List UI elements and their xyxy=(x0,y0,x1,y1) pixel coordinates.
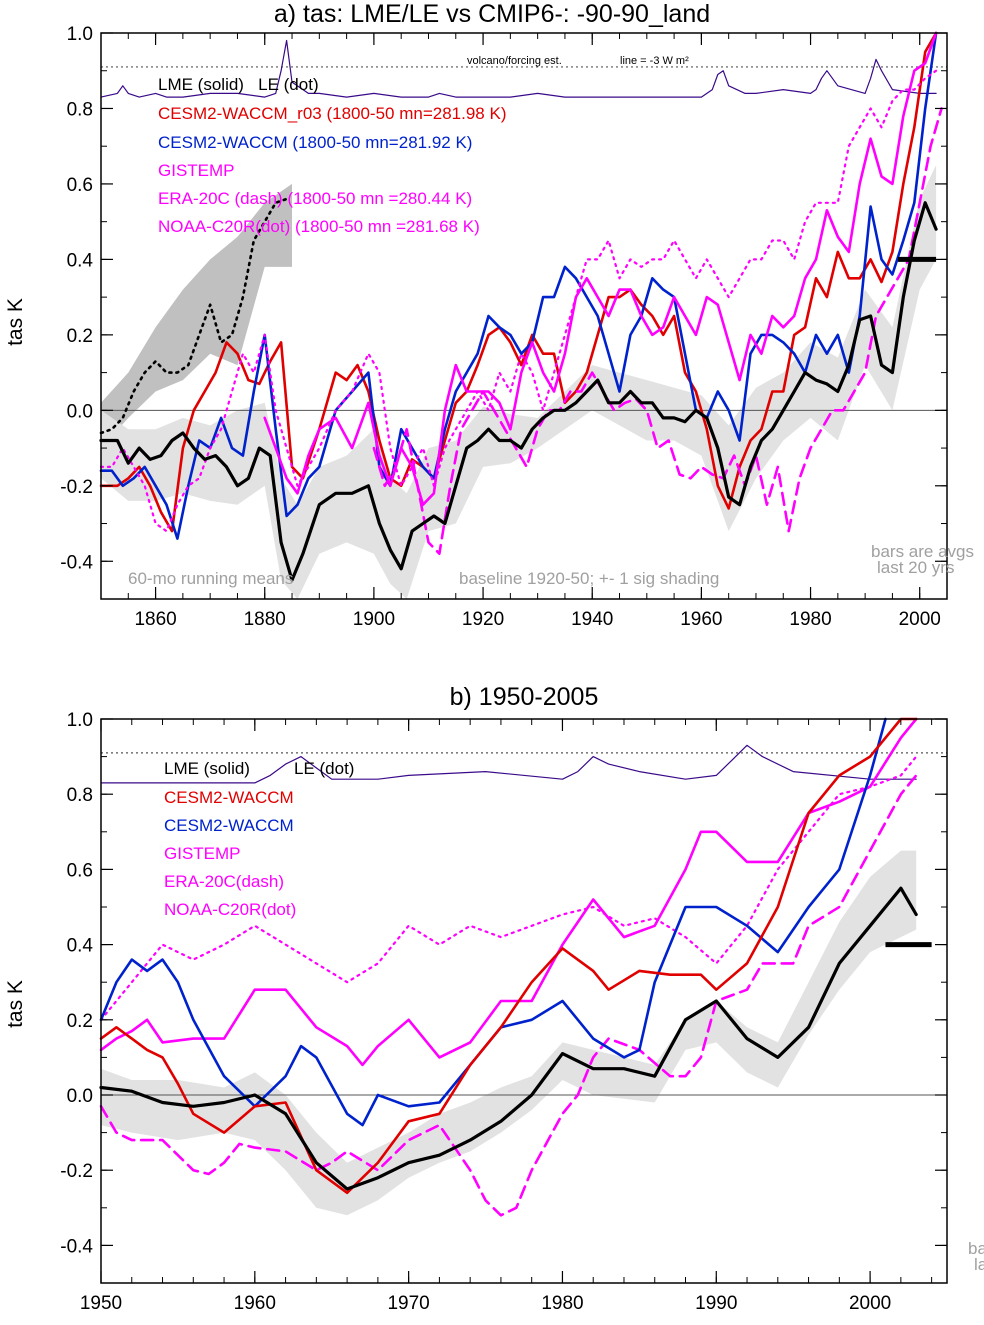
panel-a-series-noaa-c20r-5 xyxy=(99,69,938,533)
panel-a-note-bars-2: last 20 yrs xyxy=(877,558,954,577)
x-tick-label: 1920 xyxy=(462,609,504,630)
panel-b-series-noaa-c20r-4 xyxy=(99,755,918,1021)
y-tick-label: 0.8 xyxy=(67,99,93,120)
y-tick-label: 0.2 xyxy=(67,326,93,347)
panel-b-legend-era20c: ERA-20C(dash) xyxy=(164,872,284,891)
panel-b-note-bars-1: ba xyxy=(968,1239,984,1258)
y-tick-label: 0.4 xyxy=(67,936,94,957)
y-tick-label: -0.2 xyxy=(60,477,93,498)
panel-a-series-lme-solid-11 xyxy=(99,201,938,582)
panel-b-legend-waccm: CESM2-WACCM xyxy=(164,816,294,835)
x-tick-label: 1980 xyxy=(789,609,831,630)
panel-b-legend-waccm-r03: CESM2-WACCM xyxy=(164,788,294,807)
panel-b-series-volcano-forcing-est-0 xyxy=(100,744,917,784)
panel-a-legend-era20c: ERA-20C (dash) (1800-50 mn =280.44 K) xyxy=(158,189,472,208)
x-tick-label: 1960 xyxy=(680,609,722,630)
panel-a-note-running-mean: 60-mo running means xyxy=(128,569,293,588)
panel-a-series-cesm2-waccm-2 xyxy=(99,31,938,540)
panel-a-legend-gistemp: GISTEMP xyxy=(158,161,235,180)
panel-b-band-0 xyxy=(101,850,917,1216)
panel-b-ticks: 1950 1960 1970 1980 1990 2000 -0.4 -0.2 0.0 0.2 0.… xyxy=(60,710,947,1314)
y-tick-label: 0.4 xyxy=(67,250,94,271)
panel-a-ticks: 1860 1880 1900 1920 1940 1960 1980 2000 -0.4 -0.2… xyxy=(60,24,948,630)
x-tick-label: 1900 xyxy=(353,609,395,630)
y-tick-label: -0.4 xyxy=(60,1236,93,1257)
y-tick-label: 0.2 xyxy=(67,1011,93,1032)
y-tick-label: 0.0 xyxy=(67,401,93,422)
panel-b-ylabel: tas K xyxy=(4,980,27,1028)
panel-a-band-0 xyxy=(101,183,292,449)
y-tick-label: 0.8 xyxy=(67,785,93,806)
panel-a-series-gistemp-3 xyxy=(263,31,938,506)
panel-a-frame xyxy=(100,32,948,600)
panel-b-series-lme-solid-8 xyxy=(99,886,918,1191)
panel-a-series-era-20c-4 xyxy=(372,107,943,555)
panel-b-series-gistemp-5 xyxy=(99,717,918,1067)
x-tick-label: 1860 xyxy=(134,609,176,630)
x-tick-label: 1980 xyxy=(541,1293,583,1314)
panel-a-ylabel: tas K xyxy=(4,298,27,346)
panel-b-legend-noaa: NOAA-C20R(dot) xyxy=(164,900,296,919)
panel-b-title: b) 1950-2005 xyxy=(450,683,599,711)
x-tick-label: 1950 xyxy=(80,1293,122,1314)
panel-a-legend-waccm: CESM2-WACCM (1800-50 mn=281.92 K) xyxy=(158,133,472,152)
x-tick-label: 1990 xyxy=(695,1293,737,1314)
panel-b-legend-le: LE (dot) xyxy=(294,759,354,778)
y-tick-label: 0.6 xyxy=(67,175,93,196)
y-tick-label: 0.0 xyxy=(67,1086,93,1107)
panel-b-series-cesm2-waccm-r03-7 xyxy=(99,717,918,1195)
panel-b: b) 1950-2005 1950 1960 1970 1980 1990 2000 -0.… xyxy=(4,683,984,1314)
panel-a-series-le-dot-8 xyxy=(99,197,288,435)
x-tick-label: 2000 xyxy=(899,609,941,630)
panel-b-legend-lme: LME (solid) xyxy=(164,759,250,778)
x-tick-label: 1880 xyxy=(244,609,286,630)
panel-a-series xyxy=(99,31,943,582)
x-tick-label: 1970 xyxy=(387,1293,429,1314)
panel-a: a) tas: LME/LE vs CMIP6-: -90-90_land 18… xyxy=(4,0,974,630)
panel-b-note-bars-2: la xyxy=(974,1255,984,1274)
panel-b-shading xyxy=(101,850,917,1216)
y-tick-label: 1.0 xyxy=(67,24,93,45)
panel-a-legend-waccm-r03: CESM2-WACCM_r03 (1800-50 mn=281.98 K) xyxy=(158,104,506,123)
y-tick-label: 0.6 xyxy=(67,860,93,881)
y-tick-label: 1.0 xyxy=(67,710,93,731)
panel-a-series-cesm2-waccm-r03-1 xyxy=(99,31,938,533)
panel-b-frame xyxy=(100,718,948,1284)
panel-b-series xyxy=(99,717,932,1217)
panel-a-volcano-line-label: line = -3 W m² xyxy=(620,55,689,67)
panel-a-note-bars-1: bars are avgs xyxy=(871,542,974,561)
panel-a-note-baseline: baseline 1920-50; +- 1 sig shading xyxy=(459,569,719,588)
panel-a-legend-noaa: NOAA-C20R(dot) (1800-50 mn =281.68 K) xyxy=(158,217,480,236)
x-tick-label: 1960 xyxy=(234,1293,276,1314)
panel-a-title: a) tas: LME/LE vs CMIP6-: -90-90_land xyxy=(274,0,710,28)
panel-a-series-volcano-forcing-est-0 xyxy=(100,39,937,98)
panel-b-series-cesm2-waccm-6 xyxy=(99,717,887,1127)
panel-b-series-era-20c-3 xyxy=(99,774,918,1217)
x-tick-label: 1940 xyxy=(571,609,613,630)
y-tick-label: -0.4 xyxy=(60,552,93,573)
y-tick-label: -0.2 xyxy=(60,1161,93,1182)
x-tick-label: 2000 xyxy=(849,1293,891,1314)
panel-a-legend-lme-le: LME (solid) LE (dot) xyxy=(158,75,319,94)
panel-a-volcano-label: volcano/forcing est. xyxy=(467,55,562,67)
panel-b-legend-gistemp: GISTEMP xyxy=(164,844,241,863)
